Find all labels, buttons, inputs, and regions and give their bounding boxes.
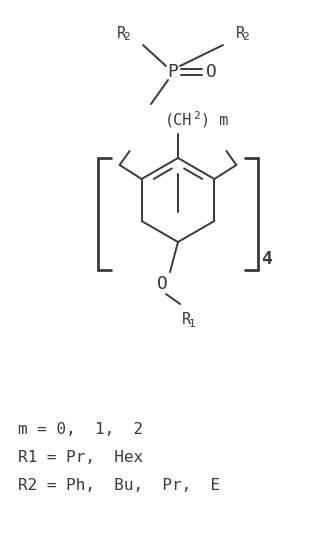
Text: P: P — [168, 63, 179, 81]
Text: R: R — [117, 26, 126, 40]
Text: 2: 2 — [193, 111, 200, 121]
Text: 4: 4 — [261, 250, 272, 268]
Text: 2: 2 — [124, 32, 130, 43]
Text: 1: 1 — [189, 319, 195, 329]
Text: (CH: (CH — [165, 112, 192, 128]
Text: R2 = Ph,  Bu,  Pr,  E: R2 = Ph, Bu, Pr, E — [18, 478, 220, 494]
Text: O: O — [206, 63, 216, 81]
Text: R: R — [236, 26, 245, 40]
Text: ) m: ) m — [201, 112, 228, 128]
Text: 2: 2 — [243, 32, 249, 43]
Text: R1 = Pr,  Hex: R1 = Pr, Hex — [18, 450, 143, 466]
Text: m = 0,  1,  2: m = 0, 1, 2 — [18, 423, 143, 437]
Text: R: R — [182, 312, 191, 328]
Text: O: O — [156, 275, 167, 293]
